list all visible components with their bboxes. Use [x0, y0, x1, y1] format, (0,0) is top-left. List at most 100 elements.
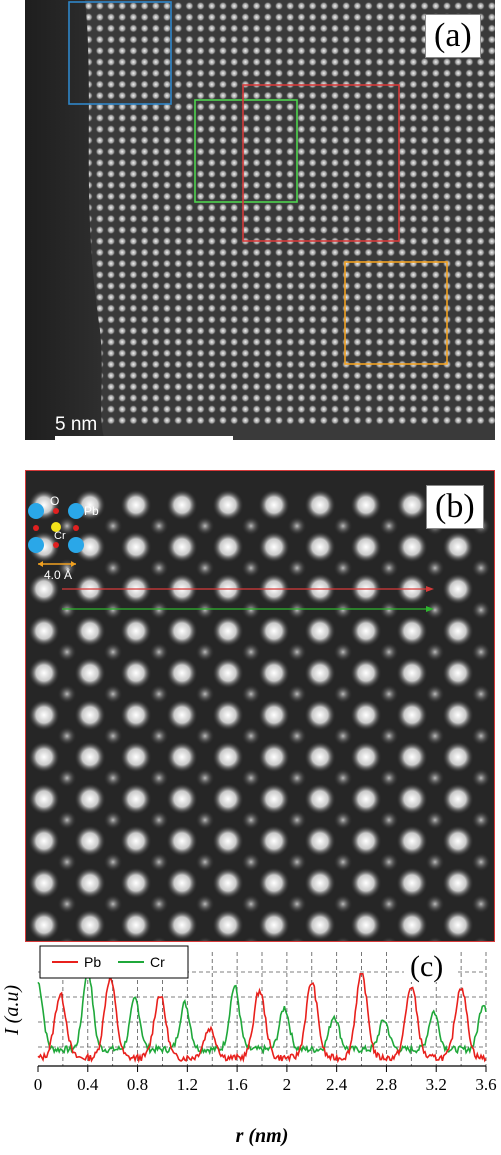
cr-atom-column [425, 558, 445, 578]
atom-column [364, 281, 373, 291]
scale-bar-label: 5 nm [55, 414, 97, 435]
atom-column [162, 225, 172, 235]
atom-column [162, 416, 172, 425]
atom-column [241, 281, 250, 291]
atom-column [386, 124, 396, 134]
atom-column [364, 147, 373, 157]
atom-column [241, 35, 250, 44]
atom-column [196, 404, 206, 414]
atom-column [173, 304, 183, 313]
atom-column [431, 91, 441, 100]
atom-column [241, 248, 250, 257]
atom-column [207, 57, 217, 67]
atom-column [476, 348, 485, 358]
atom-column [117, 192, 127, 201]
atom-column [151, 382, 161, 392]
atom-column [409, 225, 418, 235]
cr-atom-column [103, 600, 123, 620]
atom-column [196, 382, 206, 392]
o-atom-icon [53, 542, 59, 548]
o-atom-icon [53, 508, 59, 514]
atom-column [420, 102, 429, 112]
atom-column [386, 1, 396, 11]
atom-column [353, 24, 362, 33]
cr-atom-icon [51, 522, 61, 532]
atom-column [285, 68, 295, 78]
pb-atom-column [212, 615, 244, 647]
atom-column [173, 348, 183, 358]
atom-column [252, 270, 261, 280]
atom-column [218, 393, 228, 403]
atom-column [241, 348, 250, 358]
atom-column [173, 360, 183, 369]
atom-column [375, 315, 385, 324]
atom-column [140, 158, 149, 168]
atom-column [129, 35, 138, 44]
atom-column [353, 113, 362, 123]
atom-column [95, 192, 105, 201]
atom-column [229, 360, 239, 369]
atom-column [364, 35, 373, 44]
atom-column [263, 225, 273, 235]
cr-atom-column [288, 936, 306, 941]
atom-column [229, 348, 239, 358]
cr-atom-column [425, 600, 445, 620]
atom-column [229, 416, 239, 425]
atom-column [95, 270, 105, 280]
atom-column [162, 248, 172, 257]
atom-column [319, 136, 329, 145]
atom-column [185, 270, 194, 280]
atom-column [297, 68, 306, 78]
atom-column [95, 12, 105, 22]
atom-column [420, 214, 429, 224]
atom-column [185, 281, 194, 291]
atom-column [140, 259, 149, 268]
atom-column [487, 57, 495, 67]
atom-column [431, 1, 441, 11]
atom-column [297, 259, 306, 268]
atom-column [106, 12, 116, 22]
atom-column [263, 248, 273, 257]
atom-column [397, 214, 407, 224]
atom-column [409, 371, 418, 380]
atom-column [341, 304, 351, 313]
atom-column [487, 382, 495, 392]
pb-atom-column [212, 489, 244, 521]
atom-column [263, 270, 273, 280]
atom-column [196, 416, 206, 425]
atom-column [308, 393, 317, 403]
atom-column [409, 124, 418, 134]
atom-column [285, 393, 295, 403]
atom-column [151, 404, 161, 414]
panel-c-label: (c) [410, 950, 443, 983]
atom-column [252, 371, 261, 380]
atom-column [151, 68, 161, 78]
atom-column [353, 169, 362, 179]
atom-column [409, 192, 418, 201]
atom-column [353, 192, 362, 201]
atom-column [353, 326, 362, 336]
atom-column [117, 24, 127, 33]
atom-column [117, 416, 127, 425]
atom-column [386, 371, 396, 380]
cr-atom-column [241, 810, 261, 830]
atom-column [397, 281, 407, 291]
atom-column [173, 91, 183, 100]
cr-atom-column [471, 642, 491, 662]
atom-column [129, 360, 138, 369]
atom-column [375, 214, 385, 224]
atom-column [173, 68, 183, 78]
atom-column [453, 371, 463, 380]
atom-column [297, 91, 306, 100]
atom-column [386, 192, 396, 201]
cr-atom-column [379, 810, 399, 830]
atom-column [106, 393, 116, 403]
atom-column [207, 236, 217, 246]
atom-column [341, 136, 351, 145]
atom-column [117, 46, 127, 56]
atom-column [319, 416, 329, 425]
atom-column [341, 214, 351, 224]
atom-column [420, 169, 429, 179]
atom-column [397, 236, 407, 246]
atom-column [375, 337, 385, 347]
